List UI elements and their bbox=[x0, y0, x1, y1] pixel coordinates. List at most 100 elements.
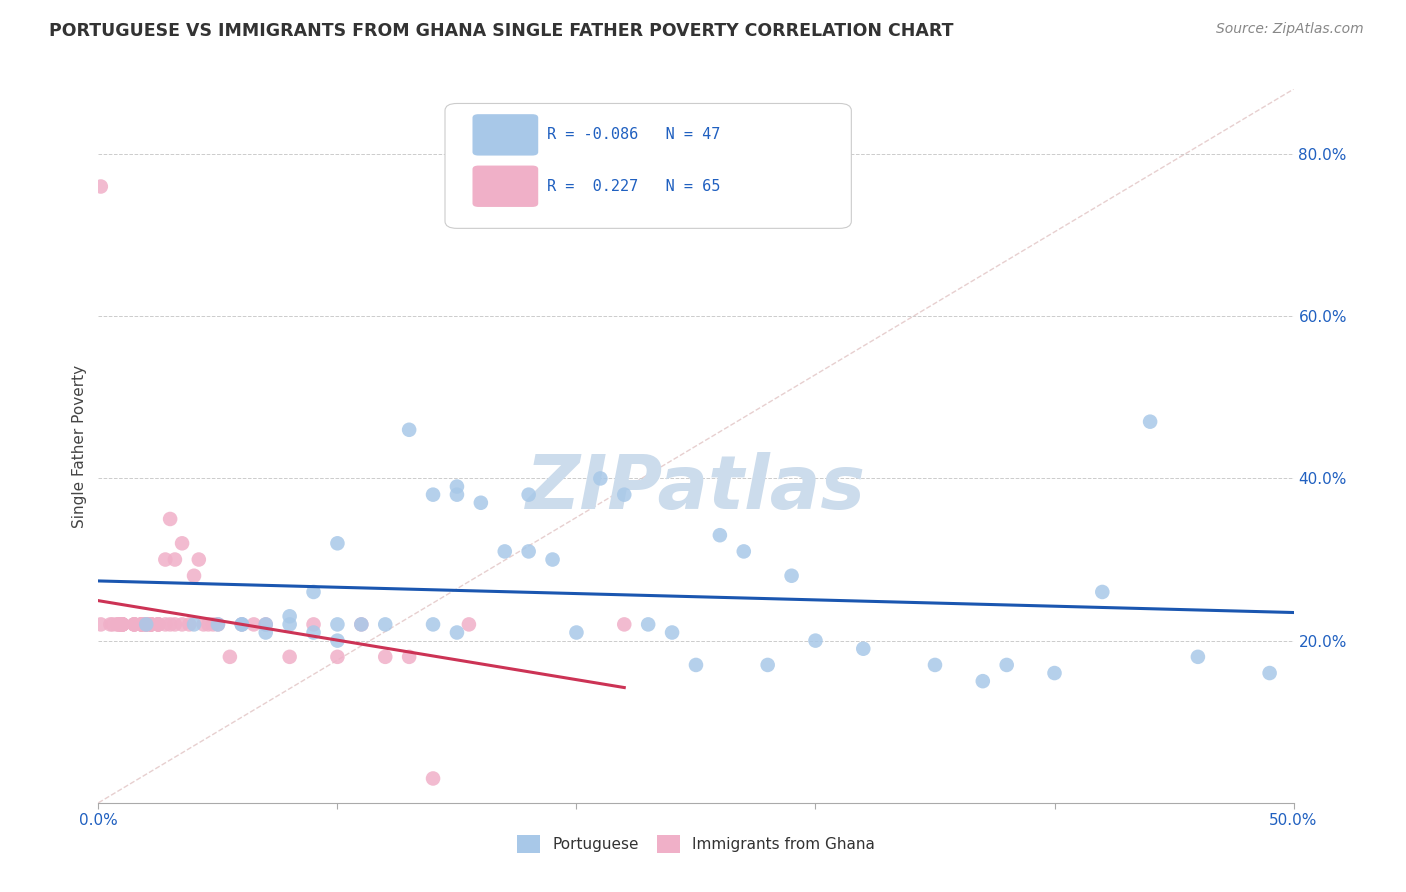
Point bbox=[135, 617, 157, 632]
Point bbox=[278, 617, 301, 632]
Point bbox=[159, 617, 181, 632]
Point bbox=[1139, 415, 1161, 429]
Point bbox=[302, 585, 325, 599]
Point bbox=[108, 617, 131, 632]
Point bbox=[1187, 649, 1209, 664]
Point bbox=[131, 617, 153, 632]
Point bbox=[124, 617, 146, 632]
Point bbox=[302, 625, 325, 640]
Point bbox=[155, 617, 177, 632]
Point bbox=[108, 617, 131, 632]
Point bbox=[183, 568, 205, 582]
Point bbox=[159, 512, 181, 526]
Point bbox=[517, 544, 540, 558]
Point bbox=[374, 617, 396, 632]
Point bbox=[111, 617, 134, 632]
Point bbox=[254, 617, 277, 632]
Point bbox=[107, 617, 129, 632]
Point bbox=[517, 488, 540, 502]
Point bbox=[172, 617, 194, 632]
Point bbox=[804, 633, 827, 648]
Point bbox=[661, 625, 683, 640]
Point bbox=[148, 617, 170, 632]
Point bbox=[131, 617, 153, 632]
Point bbox=[756, 657, 779, 672]
Point bbox=[1043, 666, 1066, 681]
Point bbox=[613, 488, 636, 502]
Point bbox=[350, 617, 373, 632]
Point bbox=[446, 479, 468, 493]
Point bbox=[458, 617, 481, 632]
Point bbox=[470, 496, 492, 510]
Point bbox=[422, 617, 444, 632]
Point bbox=[148, 617, 170, 632]
Point bbox=[350, 617, 373, 632]
Point bbox=[111, 617, 134, 632]
Point bbox=[131, 617, 153, 632]
Point bbox=[231, 617, 253, 632]
Point bbox=[733, 544, 755, 558]
Point bbox=[254, 625, 277, 640]
Point bbox=[972, 674, 994, 689]
Point bbox=[541, 552, 564, 566]
Text: R = -0.086   N = 47: R = -0.086 N = 47 bbox=[547, 128, 720, 143]
Text: ZIPatlas: ZIPatlas bbox=[526, 452, 866, 525]
Point bbox=[398, 423, 420, 437]
Legend: Portuguese, Immigrants from Ghana: Portuguese, Immigrants from Ghana bbox=[510, 829, 882, 859]
Point bbox=[155, 552, 177, 566]
Point bbox=[207, 617, 229, 632]
Point bbox=[398, 649, 420, 664]
Point bbox=[111, 617, 134, 632]
Point bbox=[139, 617, 162, 632]
Point bbox=[202, 617, 225, 632]
Point bbox=[101, 617, 124, 632]
Point bbox=[111, 617, 134, 632]
Point bbox=[111, 617, 134, 632]
Text: R =  0.227   N = 65: R = 0.227 N = 65 bbox=[547, 178, 720, 194]
Point bbox=[135, 617, 157, 632]
Point bbox=[446, 625, 468, 640]
Point bbox=[139, 617, 162, 632]
FancyBboxPatch shape bbox=[472, 114, 538, 155]
Point bbox=[183, 617, 205, 632]
Point bbox=[135, 617, 157, 632]
Point bbox=[326, 649, 349, 664]
Point bbox=[852, 641, 875, 656]
Point bbox=[207, 617, 229, 632]
Y-axis label: Single Father Poverty: Single Father Poverty bbox=[72, 365, 87, 527]
Point bbox=[172, 536, 194, 550]
Point bbox=[637, 617, 659, 632]
Point bbox=[254, 617, 277, 632]
Point bbox=[193, 617, 215, 632]
Point bbox=[326, 536, 349, 550]
Point bbox=[326, 617, 349, 632]
Text: PORTUGUESE VS IMMIGRANTS FROM GHANA SINGLE FATHER POVERTY CORRELATION CHART: PORTUGUESE VS IMMIGRANTS FROM GHANA SING… bbox=[49, 22, 953, 40]
Point bbox=[231, 617, 253, 632]
Point bbox=[139, 617, 162, 632]
Point bbox=[685, 657, 707, 672]
Point bbox=[148, 617, 170, 632]
Point bbox=[780, 568, 803, 582]
Point bbox=[302, 617, 325, 632]
Point bbox=[124, 617, 146, 632]
Point bbox=[231, 617, 253, 632]
Point bbox=[1258, 666, 1281, 681]
Point bbox=[90, 617, 112, 632]
Point bbox=[131, 617, 153, 632]
Point bbox=[243, 617, 266, 632]
FancyBboxPatch shape bbox=[446, 103, 852, 228]
Point bbox=[187, 552, 209, 566]
Point bbox=[148, 617, 170, 632]
Point bbox=[131, 617, 153, 632]
Point bbox=[374, 649, 396, 664]
Point bbox=[135, 617, 157, 632]
Point bbox=[995, 657, 1018, 672]
Point bbox=[139, 617, 162, 632]
Point bbox=[219, 649, 242, 664]
Point bbox=[107, 617, 129, 632]
Point bbox=[111, 617, 134, 632]
FancyBboxPatch shape bbox=[472, 166, 538, 207]
Point bbox=[709, 528, 731, 542]
Point bbox=[124, 617, 146, 632]
Point bbox=[179, 617, 201, 632]
